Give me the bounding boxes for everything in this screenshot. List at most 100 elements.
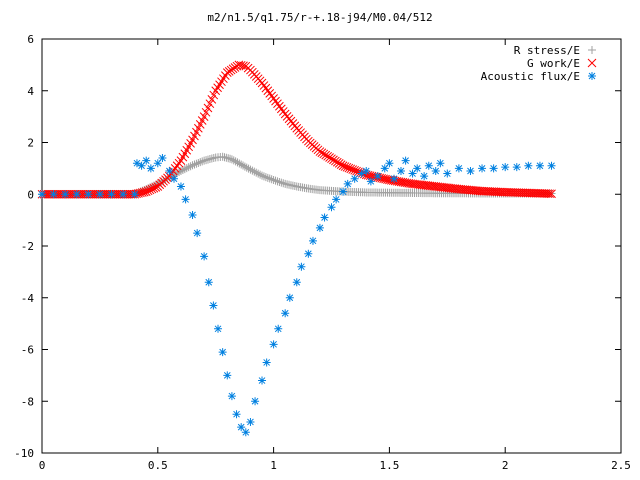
data-point [547,161,556,170]
data-point [61,190,70,199]
data-point [325,153,334,162]
data-point [512,163,521,172]
data-point [204,278,213,287]
data-point [547,189,556,199]
data-point [237,423,246,432]
data-point [192,159,201,168]
data-point [334,159,344,168]
data-point [362,166,371,175]
data-point [259,172,268,181]
data-point [218,348,227,357]
data-point [49,190,58,199]
data-point [315,223,324,232]
x-tick-label: 2.5 [611,459,631,472]
data-point [202,156,211,165]
data-point [380,164,389,173]
data-point [535,161,544,170]
data-point [158,154,167,163]
data-point [271,176,280,185]
data-point [182,164,191,173]
data-point [107,190,116,199]
data-point [146,164,155,173]
data-point [41,189,51,199]
y-tick-label: -10 [14,447,34,460]
data-point [132,159,141,168]
data-point [227,392,236,401]
data-point [151,182,161,192]
data-point [207,154,216,163]
data-point [218,152,227,161]
data-point [87,189,97,199]
y-tick-label: -2 [21,240,34,253]
data-point [252,168,261,177]
data-point [165,166,174,175]
data-point [95,190,104,199]
data-point [329,155,338,165]
data-point [327,154,336,164]
data-point [209,90,219,100]
data-point [181,195,190,204]
data-point [119,190,128,199]
data-point [320,213,329,222]
data-point [188,210,197,219]
data-point [262,358,271,367]
y-tick-label: 0 [27,188,34,201]
data-point [408,169,417,178]
data-point [466,166,475,175]
data-point [269,176,278,185]
data-point [269,340,278,349]
data-point [263,173,272,182]
data-point [396,166,405,175]
data-point [209,154,218,163]
data-point [420,172,429,181]
data-point [53,189,63,199]
data-point [436,159,445,168]
x-tick-label: 0 [39,459,46,472]
data-point [223,371,232,380]
data-point [431,166,440,175]
data-point [258,171,267,180]
data-point [478,164,487,173]
data-point [332,157,342,167]
chart-title: m2/n1.5/q1.75/r-+.18-j94/M0.04/512 [207,11,432,24]
data-point [454,164,463,173]
data-point [256,170,265,179]
data-point [222,153,231,162]
data-point [543,189,553,198]
y-tick-label: 4 [27,85,34,98]
legend-label: G work/E [527,57,580,70]
data-point [203,103,213,113]
data-point [321,150,331,160]
data-point [199,112,209,121]
data-point [184,163,193,172]
data-point [193,229,202,238]
data-point [198,157,207,166]
data-point [319,149,329,159]
data-point [279,179,288,188]
data-point [443,169,452,178]
data-point [373,172,382,181]
data-point [176,182,185,191]
data-point [209,301,218,310]
legend-label: Acoustic flux/E [481,70,580,83]
data-point [281,309,290,318]
data-point [180,165,189,174]
data-point [545,189,554,199]
x-tick-label: 2 [502,459,509,472]
data-point [72,190,81,199]
data-point [239,61,248,71]
data-point [242,163,251,172]
data-point [207,95,217,104]
data-point [205,155,214,164]
series-star [38,154,556,437]
x-tick-label: 1 [270,459,277,472]
data-point [231,157,240,166]
data-point [339,187,348,196]
data-point [246,417,255,426]
data-point [241,428,250,437]
data-point [246,165,255,174]
data-point [220,153,229,162]
data-point [327,203,336,212]
data-point [308,236,317,245]
